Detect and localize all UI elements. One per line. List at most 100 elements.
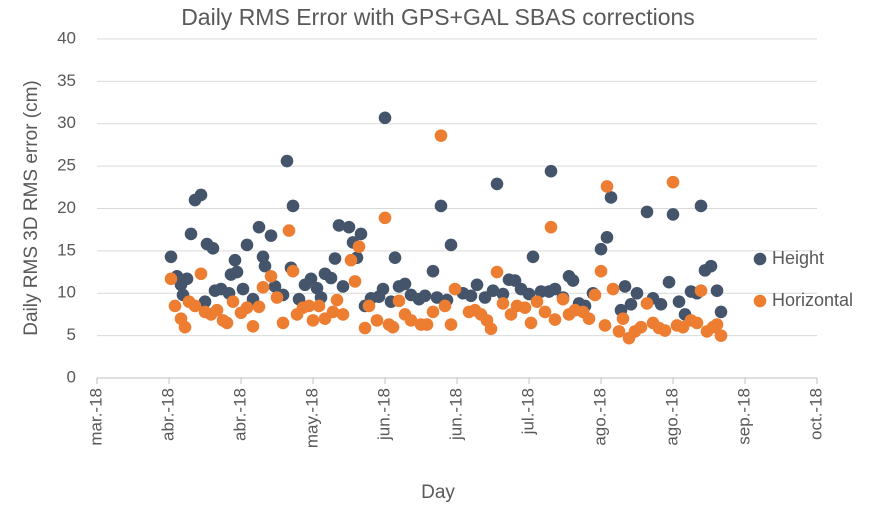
data-point xyxy=(420,318,434,331)
data-point xyxy=(286,199,300,213)
data-point xyxy=(210,303,224,317)
data-point xyxy=(710,318,724,331)
data-point xyxy=(276,316,290,330)
data-point xyxy=(198,295,212,309)
y-tick-label: 40 xyxy=(57,28,76,47)
data-point xyxy=(330,293,344,307)
data-point xyxy=(178,320,192,334)
data-point xyxy=(236,282,250,296)
data-point xyxy=(624,297,638,311)
x-tick-label: jun.-18 xyxy=(446,388,465,441)
data-point xyxy=(194,188,208,202)
data-point xyxy=(306,314,320,327)
legend-label: Horizontal xyxy=(772,290,853,310)
y-tick-label: 10 xyxy=(57,283,76,302)
data-point xyxy=(230,265,244,279)
x-axis-label: Day xyxy=(421,482,455,503)
data-point xyxy=(594,242,608,256)
x-tick-label: jun.-18 xyxy=(374,388,393,441)
data-point xyxy=(672,295,686,309)
data-point xyxy=(522,287,536,301)
data-point xyxy=(704,259,718,273)
data-point xyxy=(430,291,444,304)
data-point xyxy=(566,274,580,287)
data-point xyxy=(336,280,350,293)
x-tick-label: oct.-18 xyxy=(806,388,825,440)
data-point xyxy=(336,308,350,321)
data-point xyxy=(484,322,498,336)
data-point xyxy=(526,250,540,264)
data-point xyxy=(270,291,284,304)
data-point xyxy=(634,320,648,334)
data-point xyxy=(376,282,390,296)
y-tick-label: 20 xyxy=(57,198,76,217)
data-point xyxy=(240,301,254,314)
data-point xyxy=(470,278,484,292)
data-point xyxy=(426,264,440,278)
data-point xyxy=(352,240,366,253)
data-point xyxy=(548,282,562,296)
data-point xyxy=(582,312,596,325)
data-point xyxy=(392,294,406,308)
data-point xyxy=(386,320,400,334)
data-point xyxy=(304,272,318,286)
data-point xyxy=(694,284,708,298)
data-point xyxy=(658,324,672,337)
x-tick-label: abr.-18 xyxy=(230,388,249,441)
data-point xyxy=(256,281,270,294)
data-point xyxy=(556,292,570,306)
data-point xyxy=(612,325,626,338)
x-tick-label: abr.-18 xyxy=(158,388,177,441)
data-point xyxy=(404,314,418,327)
data-point xyxy=(378,111,392,125)
y-tick-label: 15 xyxy=(57,240,76,259)
x-tick-label: sep.-18 xyxy=(734,388,753,445)
data-point xyxy=(538,305,552,319)
data-point xyxy=(530,295,544,309)
data-point xyxy=(194,267,208,281)
data-point xyxy=(264,270,278,283)
data-point xyxy=(588,288,602,302)
data-point xyxy=(694,199,708,213)
data-point xyxy=(188,299,202,313)
data-point xyxy=(434,199,448,213)
y-tick-label: 30 xyxy=(57,113,76,132)
data-point xyxy=(344,253,358,267)
data-point xyxy=(206,242,220,255)
legend-marker xyxy=(753,294,767,308)
data-point xyxy=(418,289,432,303)
data-point xyxy=(370,314,384,327)
data-point xyxy=(398,277,412,291)
data-point xyxy=(616,312,630,325)
x-tick-label: mar.-18 xyxy=(86,388,105,446)
data-point xyxy=(548,313,562,326)
data-point xyxy=(268,280,282,293)
data-point xyxy=(604,191,618,204)
x-tick-label: jul.-18 xyxy=(518,388,537,435)
data-point xyxy=(662,275,676,289)
data-point xyxy=(434,129,448,142)
data-point xyxy=(312,299,326,313)
data-point xyxy=(286,264,300,278)
data-point xyxy=(640,205,654,219)
data-point xyxy=(524,316,538,330)
data-point xyxy=(378,211,392,225)
data-point xyxy=(348,275,362,288)
data-point xyxy=(618,280,632,293)
y-tick-label: 5 xyxy=(67,325,76,344)
data-point xyxy=(226,295,240,309)
data-point xyxy=(302,299,316,313)
data-point xyxy=(388,251,402,264)
y-tick-label: 25 xyxy=(57,156,76,175)
chart-title: Daily RMS Error with GPS+GAL SBAS correc… xyxy=(181,4,695,30)
data-point xyxy=(240,238,254,252)
data-point xyxy=(594,264,608,278)
data-point xyxy=(168,299,182,313)
x-tick-label: may.-18 xyxy=(302,388,321,448)
data-point xyxy=(438,299,452,313)
data-point xyxy=(714,329,728,342)
y-tick-label: 35 xyxy=(57,71,76,90)
data-point xyxy=(332,219,346,232)
data-point xyxy=(606,282,620,296)
data-point xyxy=(666,208,680,221)
